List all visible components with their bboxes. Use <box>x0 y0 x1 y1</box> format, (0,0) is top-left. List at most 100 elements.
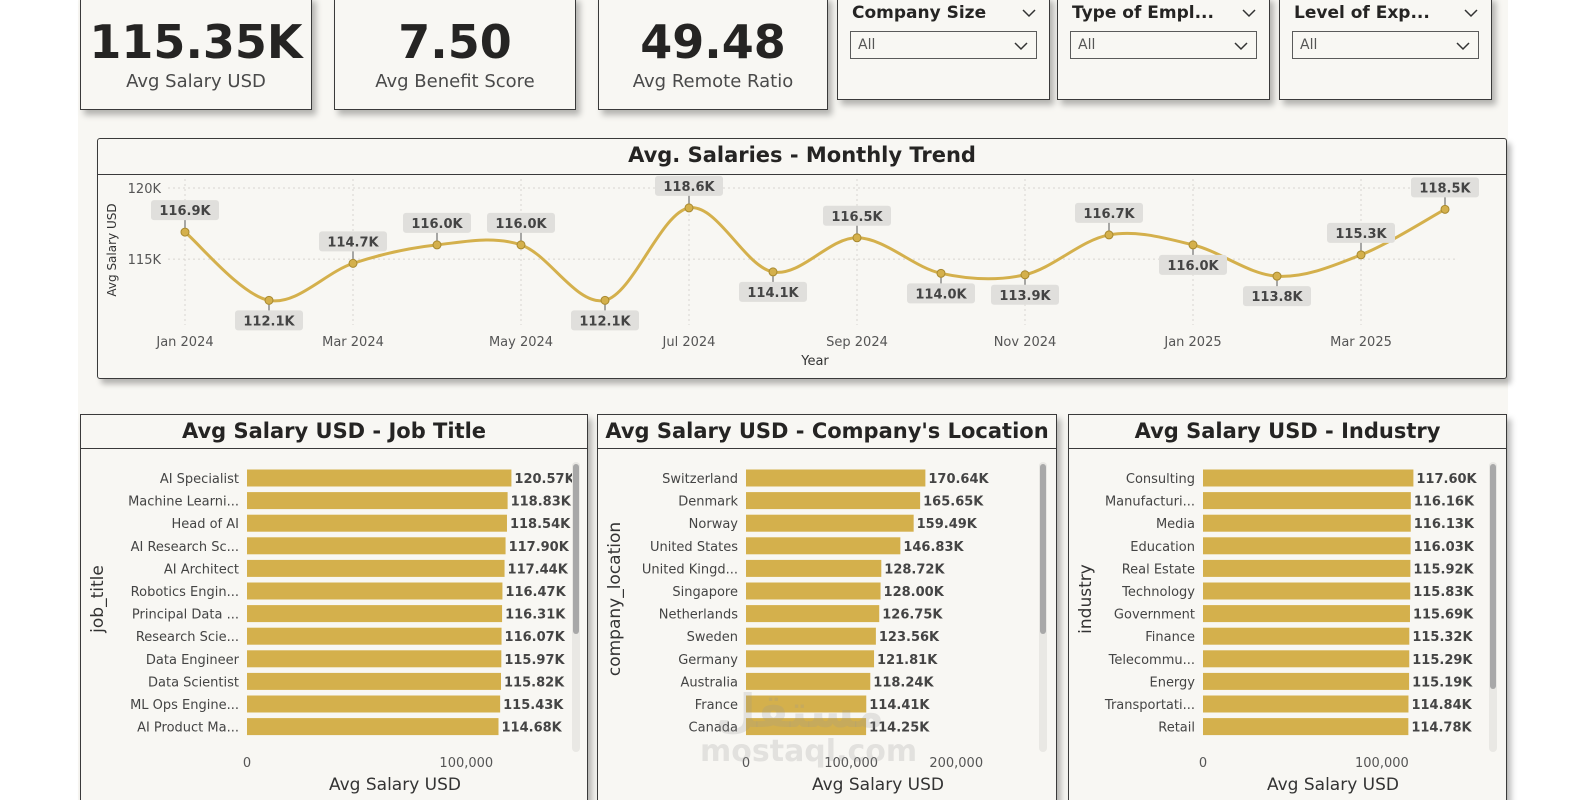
bar <box>247 492 508 510</box>
category-label: AI Product Ma... <box>137 721 239 736</box>
data-label-bg <box>235 310 303 331</box>
chevron-down-icon[interactable] <box>1463 5 1479 21</box>
bar-value-label: 159.49K <box>917 517 978 532</box>
x-tick-label: 200,000 <box>929 756 983 771</box>
bar <box>247 605 503 623</box>
data-label-bg <box>319 231 387 252</box>
bar-chart-plot: Switzerland 170.64K Denmark 165.65K Norway 15… <box>605 462 1047 795</box>
data-label-bg <box>571 310 639 331</box>
bar <box>746 559 882 577</box>
bar-value-label: 114.25K <box>869 721 930 736</box>
data-point <box>600 295 610 305</box>
y-tick-label: 115K <box>128 253 162 268</box>
data-label: 116.9K <box>159 204 211 219</box>
chevron-down-icon[interactable] <box>1241 5 1257 21</box>
kpi-value: 115.35K <box>89 15 303 69</box>
bar-value-label: 115.19K <box>1412 675 1473 690</box>
bar-chart-plot: Consulting 117.60K Manufacturi... 116.16K Me… <box>1076 462 1497 795</box>
x-tick-label: Jul 2024 <box>662 335 716 350</box>
data-label: 118.6K <box>663 180 715 195</box>
category-label: Consulting <box>1126 472 1195 487</box>
category-label: Australia <box>680 675 738 690</box>
bar-value-label: 123.56K <box>879 630 940 645</box>
data-label: 118.5K <box>1419 181 1471 196</box>
data-label: 113.8K <box>1251 290 1303 305</box>
category-label: France <box>695 698 738 713</box>
data-label: 114.7K <box>327 235 379 250</box>
bar-value-label: 116.47K <box>505 585 566 600</box>
data-label-bg <box>1159 254 1227 275</box>
data-label-bg <box>403 212 471 233</box>
bar-value-label: 128.00K <box>884 585 945 600</box>
data-label-bg <box>823 205 891 226</box>
data-point <box>264 295 274 305</box>
category-label: Data Scientist <box>148 675 239 690</box>
bar <box>1203 718 1409 736</box>
bar <box>247 559 505 577</box>
bar-value-label: 165.65K <box>923 495 984 510</box>
bar <box>1203 695 1409 713</box>
category-label: Data Engineer <box>146 653 240 668</box>
slicer-dropdown[interactable]: All <box>1292 31 1479 59</box>
bar <box>746 469 926 487</box>
slicer-value: All <box>1078 37 1096 53</box>
bar <box>1203 650 1410 668</box>
x-tick-label: 0 <box>243 756 251 771</box>
bar-value-label: 115.69K <box>1413 608 1474 623</box>
data-label: 113.9K <box>999 289 1051 304</box>
x-tick-label: May 2024 <box>489 335 553 350</box>
slicer-company-size[interactable]: Company Size All <box>837 0 1050 100</box>
bar-value-label: 115.29K <box>1412 653 1473 668</box>
bar-value-label: 114.84K <box>1411 698 1472 713</box>
data-point <box>1356 250 1366 260</box>
bar <box>746 537 901 555</box>
bar-value-label: 115.92K <box>1413 562 1474 577</box>
data-point <box>936 268 946 278</box>
bar-value-label: 114.68K <box>502 721 563 736</box>
bar-value-label: 115.43K <box>503 698 564 713</box>
chart-title: Avg Salary USD - Company's Location <box>605 419 1049 443</box>
bar <box>746 582 881 600</box>
data-label-bg <box>1243 286 1311 307</box>
bar-value-label: 146.83K <box>903 540 964 555</box>
slicer-value: All <box>1300 37 1318 53</box>
bar <box>746 718 867 736</box>
data-point <box>1020 270 1030 280</box>
x-tick-label: Sep 2024 <box>826 335 888 350</box>
bar-value-label: 115.83K <box>1413 585 1474 600</box>
bar <box>746 514 914 532</box>
y-axis-title: job_title <box>88 565 108 634</box>
bar-value-label: 117.90K <box>509 540 570 555</box>
y-axis-title: company_location <box>605 522 625 676</box>
bar-value-label: 128.72K <box>884 562 945 577</box>
scrollbar-thumb <box>573 464 579 634</box>
bar <box>247 672 502 690</box>
data-point <box>1440 204 1450 214</box>
location-bar-chart: Avg Salary USD - Company's Location Swit… <box>597 414 1057 800</box>
chevron-down-icon[interactable] <box>1021 5 1037 21</box>
slicer-experience-level[interactable]: Level of Exp... All <box>1279 0 1492 100</box>
data-label: 114.1K <box>747 286 799 301</box>
bar-value-label: 117.60K <box>1416 472 1477 487</box>
title-divider <box>98 174 1506 175</box>
category-label: Technology <box>1121 585 1195 600</box>
category-label: Energy <box>1149 675 1195 690</box>
bar <box>247 718 499 736</box>
slicer-employment-type[interactable]: Type of Empl... All <box>1057 0 1270 100</box>
bar <box>1203 537 1411 555</box>
bar <box>1203 627 1410 645</box>
category-label: Switzerland <box>662 472 738 487</box>
slicer-dropdown[interactable]: All <box>850 31 1037 59</box>
chart-title: Avg Salary USD - Job Title <box>181 419 487 443</box>
scrollbar-thumb <box>1040 464 1046 634</box>
slicer-dropdown[interactable]: All <box>1070 31 1257 59</box>
chevron-down-icon <box>1234 42 1248 51</box>
kpi-card-avg-benefit: 7.50 Avg Benefit Score <box>334 0 576 110</box>
data-point <box>1272 271 1282 281</box>
bar-value-label: 116.07K <box>505 630 566 645</box>
category-label: Real Estate <box>1122 562 1195 577</box>
bar <box>1203 605 1410 623</box>
job-title-bar-chart: Avg Salary USD - Job Title AI Specialist… <box>80 414 588 800</box>
slicer-value: All <box>858 37 876 53</box>
slicer-title: Company Size <box>852 3 987 23</box>
